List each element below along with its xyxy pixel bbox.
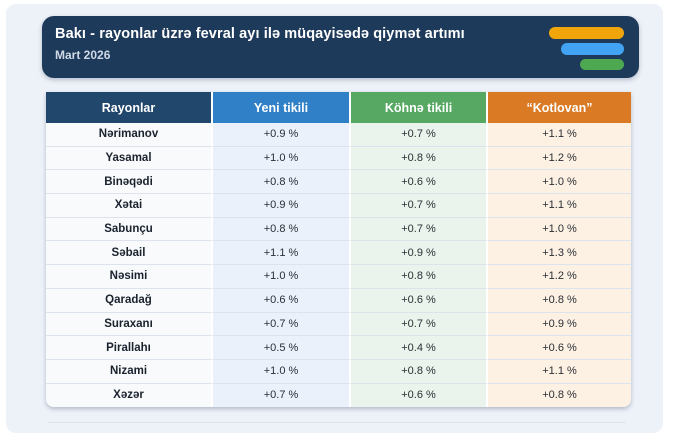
cell-kohne: +0.8 % [351, 265, 488, 289]
cell-kohne: +0.9 % [351, 241, 488, 266]
table-body: Nərimanov +0.9 % +0.7 % +1.1 % Yasamal +1.0 %… [46, 123, 631, 408]
table-row: Sabunçu +0.8 % +0.7 % +1.0 % [46, 217, 631, 242]
logo-bar-orange-icon [549, 27, 624, 39]
cell-rayon: Binəqədi [46, 170, 213, 195]
cell-rayon: Nəsimi [46, 265, 213, 289]
cell-kohne: +0.6 % [351, 383, 488, 408]
footer-divider [48, 422, 626, 423]
cell-rayon: Səbail [46, 241, 213, 266]
column-header-kotlovan: “Kotlovan” [488, 92, 631, 123]
cell-rayon: Xətai [46, 194, 213, 218]
cell-rayon: Sabunçu [46, 217, 213, 242]
table-row: Nəsimi +1.0 % +0.8 % +1.2 % [46, 265, 631, 289]
logo-bar-blue-icon [561, 43, 624, 55]
logo-bar-green-icon [580, 59, 624, 70]
cell-yeni: +1.1 % [213, 241, 351, 266]
cell-yeni: +0.7 % [213, 383, 351, 408]
column-header-yeni-tikili: Yeni tikili [213, 92, 351, 123]
cell-rayon: Nizami [46, 359, 213, 384]
cell-rayon: Xəzər [46, 383, 213, 408]
logo [544, 27, 624, 70]
price-table-card: Rayonlar Yeni tikili Köhnə tikili “Kotlo… [46, 92, 631, 408]
cell-yeni: +0.7 % [213, 312, 351, 337]
cell-yeni: +0.9 % [213, 194, 351, 218]
cell-yeni: +0.9 % [213, 123, 351, 147]
table-row: Xəzər +0.7 % +0.6 % +0.8 % [46, 383, 631, 408]
cell-kohne: +0.6 % [351, 170, 488, 195]
page-title: Bakı - rayonlar üzrə fevral ayı ilə müqa… [55, 26, 465, 42]
header-text: Bakı - rayonlar üzrə fevral ayı ilə müqa… [55, 26, 539, 62]
cell-yeni: +0.8 % [213, 217, 351, 242]
table-row: Pirallahı +0.5 % +0.4 % +0.6 % [46, 336, 631, 360]
cell-rayon: Qaradağ [46, 288, 213, 313]
cell-kohne: +0.6 % [351, 288, 488, 313]
cell-kohne: +0.7 % [351, 194, 488, 218]
table-row: Binəqədi +0.8 % +0.6 % +1.0 % [46, 170, 631, 195]
cell-kohne: +0.4 % [351, 336, 488, 360]
cell-kotlovan: +0.8 % [488, 383, 631, 408]
cell-rayon: Suraxanı [46, 312, 213, 337]
cell-kotlovan: +0.9 % [488, 312, 631, 337]
cell-yeni: +1.0 % [213, 146, 351, 171]
cell-kotlovan: +1.0 % [488, 217, 631, 242]
cell-kotlovan: +1.1 % [488, 194, 631, 218]
cell-kotlovan: +0.6 % [488, 336, 631, 360]
cell-kotlovan: +0.8 % [488, 288, 631, 313]
cell-kotlovan: +1.0 % [488, 170, 631, 195]
cell-kohne: +0.7 % [351, 312, 488, 337]
column-header-rayonlar: Rayonlar [46, 92, 213, 123]
table-row: Nizami +1.0 % +0.8 % +1.1 % [46, 359, 631, 384]
page-panel: Bakı - rayonlar üzrə fevral ayı ilə müqa… [6, 4, 663, 433]
table-row: Yasamal +1.0 % +0.8 % +1.2 % [46, 146, 631, 171]
cell-yeni: +0.8 % [213, 170, 351, 195]
cell-kotlovan: +1.1 % [488, 359, 631, 384]
cell-rayon: Nərimanov [46, 123, 213, 147]
cell-rayon: Pirallahı [46, 336, 213, 360]
price-table: Rayonlar Yeni tikili Köhnə tikili “Kotlo… [46, 92, 631, 408]
cell-kotlovan: +1.2 % [488, 146, 631, 171]
table-row: Suraxanı +0.7 % +0.7 % +0.9 % [46, 312, 631, 337]
column-header-kohne-tikili: Köhnə tikili [351, 92, 488, 123]
cell-kohne: +0.7 % [351, 123, 488, 147]
cell-rayon: Yasamal [46, 146, 213, 171]
header-card: Bakı - rayonlar üzrə fevral ayı ilə müqa… [42, 16, 639, 78]
cell-yeni: +0.6 % [213, 288, 351, 313]
table-row: Səbail +1.1 % +0.9 % +1.3 % [46, 241, 631, 266]
cell-kohne: +0.8 % [351, 359, 488, 384]
cell-yeni: +0.5 % [213, 336, 351, 360]
cell-kotlovan: +1.3 % [488, 241, 631, 266]
cell-yeni: +1.0 % [213, 265, 351, 289]
table-header-row: Rayonlar Yeni tikili Köhnə tikili “Kotlo… [46, 92, 631, 123]
table-row: Nərimanov +0.9 % +0.7 % +1.1 % [46, 123, 631, 147]
cell-kohne: +0.8 % [351, 146, 488, 171]
table-row: Xətai +0.9 % +0.7 % +1.1 % [46, 194, 631, 218]
cell-yeni: +1.0 % [213, 359, 351, 384]
cell-kohne: +0.7 % [351, 217, 488, 242]
page-subtitle: Mart 2026 [55, 48, 111, 62]
table-row: Qaradağ +0.6 % +0.6 % +0.8 % [46, 288, 631, 313]
cell-kotlovan: +1.2 % [488, 265, 631, 289]
cell-kotlovan: +1.1 % [488, 123, 631, 147]
